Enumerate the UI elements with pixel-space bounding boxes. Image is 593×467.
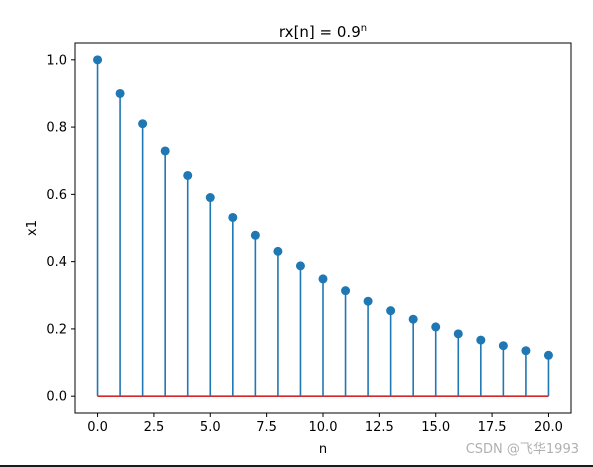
stem-marker [453,329,463,339]
stem-marker [476,335,486,345]
y-tick-label: 0.8 [46,121,67,136]
x-axis-label: n [319,442,327,457]
y-tick-label: 0.2 [46,322,67,337]
stem-marker [498,341,508,351]
stem-marker [160,146,170,156]
chart-title: rx[n] = 0.9n [279,23,367,41]
x-tick-label: 7.5 [256,420,277,435]
stem-marker [341,286,351,296]
y-tick-label: 0.6 [46,188,67,203]
stem-marker [521,346,531,356]
y-tick-label: 0.4 [46,255,67,270]
stem-marker [295,261,305,271]
chart-title-main: rx[n] = 0.9 [279,23,361,41]
stem-marker [431,322,441,332]
stem-marker [115,88,125,98]
plot-area: 0.0 2.5 5.0 7.5 10.0 12.5 15.0 17.5 20.0 0.0 0.2 0.… [46,42,572,435]
stem-marker [318,274,328,284]
stem-marker [408,314,418,324]
stem-marker [543,350,553,360]
x-tick-label: 2.5 [144,420,165,435]
stem-marker [363,296,373,306]
stem-marker [183,170,193,180]
x-tick-label: 5.0 [200,420,221,435]
stem-marker [273,246,283,256]
x-tick-label: 10.0 [309,420,338,435]
stem-marker [205,193,215,203]
y-axis-label: x1 [25,220,40,236]
x-tick-label: 15.0 [421,420,450,435]
chart-title-superscript: n [361,23,367,34]
y-tick-label: 1.0 [46,53,67,68]
x-tick-label: 17.5 [478,420,507,435]
x-tick-label: 12.5 [365,420,394,435]
stem-marker [250,230,260,240]
x-tick-label: 20.0 [534,420,563,435]
stem-marker [138,119,148,129]
stem-marker [386,306,396,316]
stem-marker [93,55,103,65]
y-tick-label: 0.0 [46,390,67,405]
stem-marker [228,212,238,222]
bottom-divider [0,465,593,467]
watermark-text: CSDN @飞华1993 [465,442,579,457]
x-tick-label: 0.0 [87,420,108,435]
